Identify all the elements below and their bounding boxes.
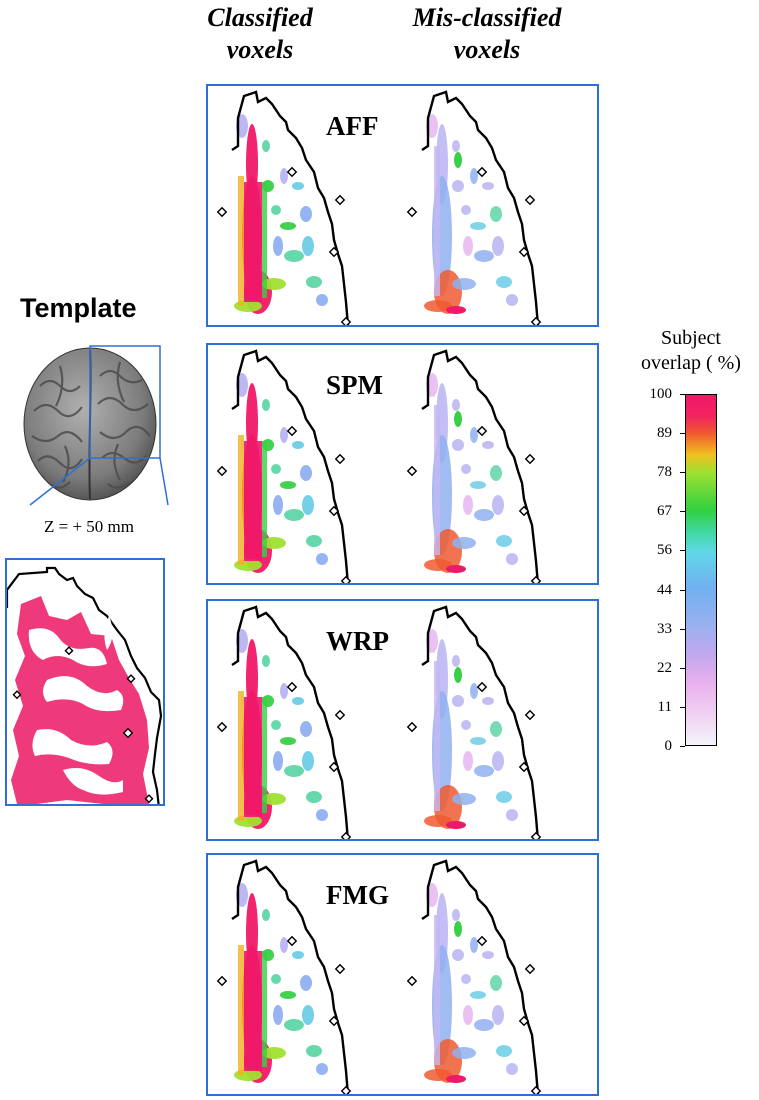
scale-tick-mark <box>680 550 685 552</box>
overlap-maps <box>216 90 542 325</box>
column-header-classified-line2: voxels <box>226 35 294 64</box>
scale-tick-label: 67 <box>657 503 672 520</box>
classified-map <box>216 605 352 839</box>
scale-tick-label: 33 <box>657 620 672 637</box>
scale-tick-label: 22 <box>657 659 672 676</box>
scale-tick-mark <box>680 667 685 669</box>
method-panel-spm: SPM <box>206 343 599 585</box>
brain-render <box>20 336 170 506</box>
classified-map <box>216 859 352 1094</box>
column-header-misclassified: Mis-classified voxels <box>387 2 587 66</box>
method-label: SPM <box>326 370 383 400</box>
scale-tick-mark <box>680 589 685 591</box>
scale-title-line1: Subject <box>661 327 721 349</box>
scale-tick-label: 44 <box>657 581 672 598</box>
scale-tick-mark <box>680 628 685 630</box>
scale-tick-mark <box>680 472 685 474</box>
overlap-maps <box>216 605 542 839</box>
scale-title-line2: overlap ( %) <box>641 352 741 374</box>
scale-tick-label: 56 <box>657 542 672 559</box>
misclassified-map <box>406 349 542 583</box>
column-header-misclassified-line2: voxels <box>453 35 521 64</box>
classified-map <box>216 90 352 325</box>
column-header-misclassified-line1: Mis-classified <box>412 3 562 32</box>
scale-tick-mark <box>680 394 685 395</box>
scale-tick-mark <box>680 511 685 513</box>
overlap-maps <box>216 349 542 583</box>
classified-map <box>216 349 352 583</box>
method-panel-fmg: FMG <box>206 853 599 1096</box>
method-panel-wrp: WRP <box>206 599 599 841</box>
scale-tick-mark <box>680 706 685 708</box>
z-coordinate-label: Z = + 50 mm <box>44 517 135 536</box>
column-header-classified: Classified voxels <box>160 2 360 66</box>
template-title: Template <box>20 293 137 323</box>
method-label: FMG <box>326 880 389 910</box>
template-map <box>5 558 165 806</box>
color-scale-bar <box>685 394 717 746</box>
method-panel-aff: AFF <box>206 84 599 327</box>
scale-tick-mark <box>680 433 685 435</box>
scale-tick-label: 89 <box>657 425 672 442</box>
scale-tick-label: 78 <box>657 464 672 481</box>
misclassified-map <box>406 859 542 1094</box>
scale-tick-label: 100 <box>649 386 673 402</box>
scale-tick-mark <box>680 746 685 747</box>
overlap-maps <box>216 859 542 1094</box>
scale-tick-label: 0 <box>664 738 673 754</box>
scale-title: Subject overlap ( %) <box>626 326 756 376</box>
scale-tick-label: 11 <box>657 698 672 715</box>
misclassified-map <box>406 90 542 325</box>
column-header-classified-line1: Classified <box>207 3 313 32</box>
misclassified-map <box>406 605 542 839</box>
method-label: AFF <box>326 111 379 141</box>
method-label: WRP <box>326 626 389 656</box>
